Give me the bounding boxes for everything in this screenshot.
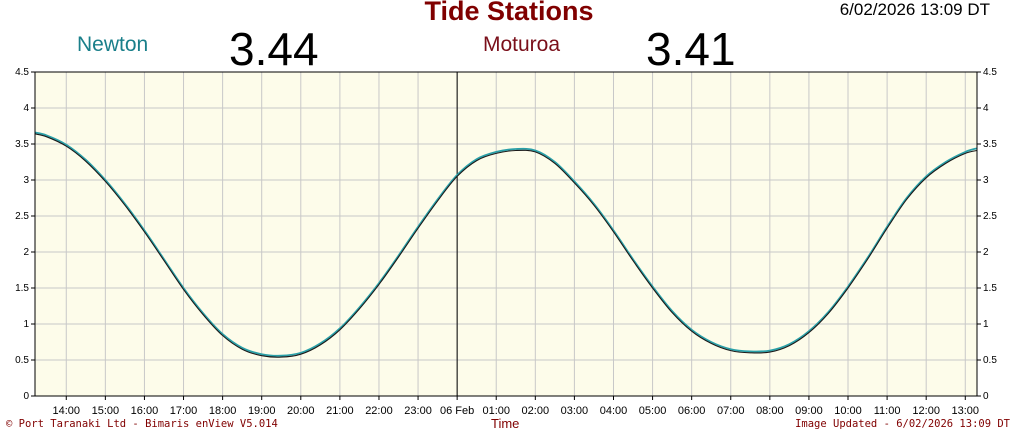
y-tick-label-right: 0 [983,391,989,402]
y-tick-label-right: 1.5 [983,283,997,294]
plot-area [34,71,978,397]
x-tick-label: 10:00 [834,405,862,417]
x-tick-label: 19:00 [248,405,276,417]
x-tick-label: 18:00 [209,405,237,417]
y-tick-label-left: 0.5 [15,355,29,366]
y-tick-label-left: 4 [23,103,29,114]
y-tick-label-right: 3 [983,175,989,186]
x-tick-label: 17:00 [170,405,198,417]
x-tick-label: 09:00 [795,405,823,417]
y-tick-label-left: 4.5 [15,67,29,78]
x-tick-label: 14:00 [53,405,81,417]
y-tick-label-right: 4 [983,103,989,114]
image-updated-text: Image Updated - 6/02/2026 13:09 DT [795,418,1010,430]
x-tick-label: 05:00 [639,405,667,417]
y-tick-label-right: 1 [983,319,989,330]
x-tick-label: 04:00 [600,405,628,417]
series-line-newton [34,131,978,357]
y-tick-label-right: 3.5 [983,139,997,150]
station-moturoa-value: 3.41 [646,23,736,75]
y-axis: 0 0 0.5 0.5 1 1 1.5 1.5 2 2 2.5 2.5 3 3 3.5 3.5 4 4 4.5 4.5 [15,67,997,402]
station-newton-value: 3.44 [229,23,319,75]
series-line-moturoa [34,133,978,358]
x-tick-label: 12:00 [912,405,940,417]
y-tick-label-left: 2 [23,247,29,258]
x-tick-label: 02:00 [522,405,550,417]
y-tick-label-right: 2.5 [983,211,997,222]
y-tick-label-left: 3.5 [15,139,29,150]
x-axis-title: Time [491,416,520,431]
y-tick-label-right: 4.5 [983,67,997,78]
x-tick-label: 15:00 [92,405,120,417]
x-tick-label: 08:00 [756,405,784,417]
x-tick-label: 22:00 [365,405,393,417]
x-tick-label: 06 Feb [440,405,474,417]
x-tick-label: 06:00 [678,405,706,417]
y-tick-label-left: 2.5 [15,211,29,222]
x-tick-label: 13:00 [952,405,980,417]
y-tick-label-left: 1.5 [15,283,29,294]
x-tick-label: 16:00 [131,405,159,417]
y-tick-label-right: 0.5 [983,355,997,366]
plot-border [34,71,978,397]
copyright-text: © Port Taranaki Ltd - Bimaris enView V5.… [6,418,278,430]
x-tick-label: 23:00 [404,405,432,417]
x-tick-label: 01:00 [482,405,510,417]
x-tick-label: 07:00 [717,405,745,417]
chart-title: Tide Stations [424,0,594,26]
x-tick-label: 20:00 [287,405,315,417]
y-tick-label-left: 1 [23,319,29,330]
grid-lines [35,72,977,396]
x-tick-label: 21:00 [326,405,354,417]
current-datetime: 6/02/2026 13:09 DT [839,0,990,19]
y-tick-label-left: 3 [23,175,29,186]
series-layer [34,131,978,358]
x-tick-label: 03:00 [561,405,589,417]
y-tick-label-right: 2 [983,247,989,258]
x-axis: 14:00 15:00 16:00 17:00 18:00 19:00 20:00 21:00… [53,396,980,417]
station-newton-label: Newton [77,33,149,56]
station-moturoa-label: Moturoa [483,33,561,56]
y-tick-label-left: 0 [23,391,29,402]
x-tick-label: 11:00 [874,405,901,417]
